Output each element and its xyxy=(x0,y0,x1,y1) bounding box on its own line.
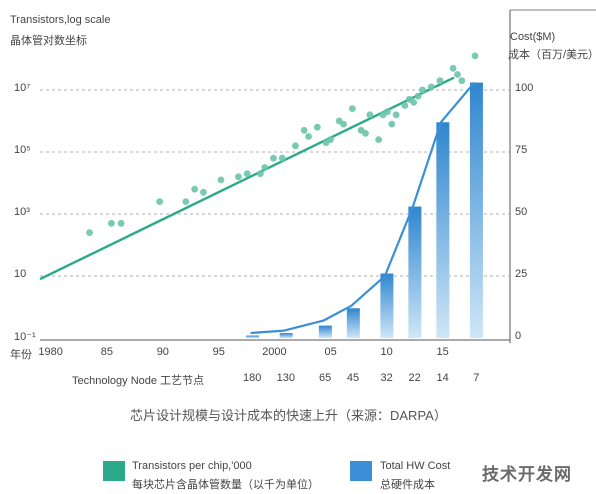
node-tick-label: 32 xyxy=(380,372,393,384)
transistor-point xyxy=(340,120,347,128)
cost-bar xyxy=(436,122,450,339)
transistor-point xyxy=(414,92,422,100)
transistor-point xyxy=(348,105,356,112)
transistor-point xyxy=(278,154,286,162)
right-tick-label: 0 xyxy=(515,330,522,342)
legend-label-transistors-cn: 每块芯片含晶体管数量（以千为单位） xyxy=(132,479,319,491)
cost-bar xyxy=(408,206,422,338)
year-tick-label: 2000 xyxy=(262,346,287,358)
legend-swatch-transistors xyxy=(103,461,125,481)
transistor-point xyxy=(375,136,383,144)
left-tick-label: 10³ xyxy=(14,206,30,218)
legend-label-cost-cn: 总硬件成本 xyxy=(380,479,435,491)
node-tick-label: 65 xyxy=(318,372,332,384)
left-axis-title: Transistors,log scale xyxy=(10,14,111,26)
cost-bar xyxy=(346,308,360,338)
transistor-point xyxy=(117,219,125,227)
transistor-point xyxy=(256,170,264,178)
transistor-point xyxy=(401,102,409,109)
cost-bar xyxy=(279,333,293,338)
chart-plot xyxy=(39,9,596,343)
left-tick-label: 10⁷ xyxy=(14,82,31,94)
legend-swatch-cost xyxy=(350,461,372,481)
transistor-point xyxy=(156,198,164,206)
right-tick-label: 25 xyxy=(515,268,528,280)
node-tick-label: 45 xyxy=(346,372,360,384)
transistor-point xyxy=(427,83,435,91)
legend-label-cost: Total HW Cost xyxy=(380,460,451,472)
transistor-point xyxy=(270,154,277,162)
node-tick-label: 22 xyxy=(408,372,421,384)
transistor-point xyxy=(388,120,396,128)
node-tick-label: 180 xyxy=(243,372,262,384)
right-tick-label: 100 xyxy=(515,82,534,94)
chart-caption: 芯片设计规模与设计成本的快速上升（来源：DARPA） xyxy=(130,408,447,423)
transistor-point xyxy=(305,133,312,140)
transistor-point xyxy=(383,108,391,116)
right-tick-label: 75 xyxy=(515,144,528,156)
transistor-point xyxy=(458,77,466,85)
legend-label-transistors: Transistors per chip,'000 xyxy=(132,460,252,472)
transistor-point xyxy=(392,111,400,119)
watermark: 技术开发网 xyxy=(482,465,572,484)
node-tick-label: 130 xyxy=(276,372,295,384)
cost-bar xyxy=(246,335,260,338)
left-tick-label: 10⁵ xyxy=(14,144,31,156)
transistor-point xyxy=(182,198,190,206)
transistor-point xyxy=(449,64,457,72)
cost-bar xyxy=(380,273,394,338)
cost-bar xyxy=(318,325,332,338)
transistor-point xyxy=(366,111,374,119)
right-axis-title: Cost($M) xyxy=(510,31,556,43)
left-axis-subtitle: 晶体管对数坐标 xyxy=(10,35,87,47)
transistor-point xyxy=(191,185,199,193)
transistor-point xyxy=(86,229,93,237)
cost-curve-line xyxy=(250,81,476,335)
transistor-point xyxy=(243,170,251,178)
year-tick-label: 85 xyxy=(100,346,113,358)
transistor-point xyxy=(436,77,444,85)
year-tick-label: 95 xyxy=(212,346,225,358)
year-tick-label: 90 xyxy=(156,346,169,358)
node-tick-label: 7 xyxy=(473,372,480,384)
year-tick-label: 1980 xyxy=(38,346,63,358)
year-tick-label: 05 xyxy=(324,346,337,358)
right-axis-subtitle: 成本（百万/美元） xyxy=(508,49,596,61)
transistor-point xyxy=(313,123,321,131)
transistor-point xyxy=(410,99,418,106)
left-tick-label: 10 xyxy=(14,268,27,280)
transistor-point xyxy=(108,219,115,227)
year-tick-label: 15 xyxy=(436,346,449,358)
transistor-point xyxy=(261,164,269,171)
year-tick-label: 10 xyxy=(380,346,393,358)
transistor-point xyxy=(217,176,225,184)
transistor-trend-line xyxy=(39,76,455,281)
transistor-point xyxy=(362,130,369,137)
transistor-point xyxy=(235,173,242,181)
transistor-point xyxy=(327,136,334,144)
transistor-point xyxy=(454,71,461,78)
node-axis-label: Technology Node 工艺节点 xyxy=(72,375,205,387)
cost-bar xyxy=(469,82,483,338)
left-tick-label: 10⁻¹ xyxy=(14,331,36,343)
transistor-point xyxy=(200,188,207,196)
transistor-point xyxy=(300,126,308,134)
transistor-point xyxy=(471,52,479,60)
year-axis-label: 年份 xyxy=(10,349,32,361)
node-tick-label: 14 xyxy=(436,372,449,384)
transistor-point xyxy=(292,142,299,150)
right-tick-label: 50 xyxy=(515,206,528,218)
transistor-point xyxy=(419,86,426,94)
